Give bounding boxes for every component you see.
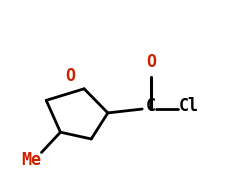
Text: O: O xyxy=(146,53,156,71)
Text: Me: Me xyxy=(21,151,41,169)
Text: Cl: Cl xyxy=(179,97,199,115)
Text: C: C xyxy=(146,97,156,115)
Text: O: O xyxy=(65,67,75,85)
